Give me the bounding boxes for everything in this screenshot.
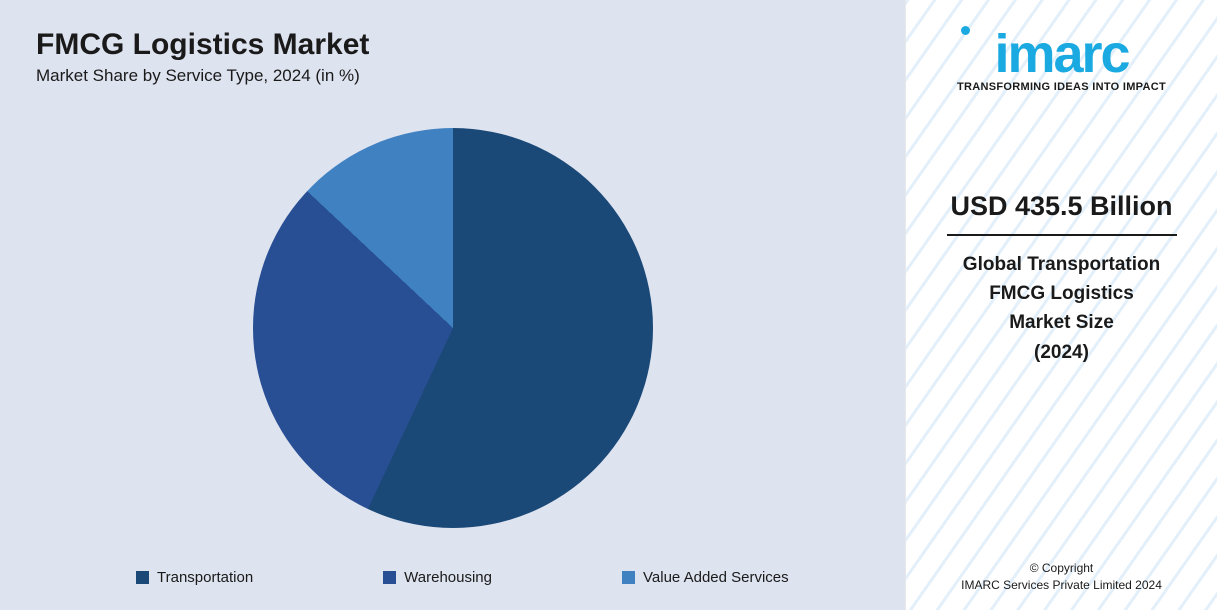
stat-desc-line: FMCG Logistics bbox=[924, 279, 1199, 308]
pie-chart bbox=[253, 128, 653, 528]
legend-item-transportation: Transportation bbox=[136, 569, 253, 586]
legend-label: Transportation bbox=[157, 569, 253, 586]
stat-value: USD 435.5 Billion bbox=[924, 191, 1199, 222]
chart-title: FMCG Logistics Market bbox=[36, 28, 869, 62]
copyright-line: IMARC Services Private Limited 2024 bbox=[906, 577, 1217, 594]
stat-desc-line: Global Transportation bbox=[924, 250, 1199, 279]
chart-legend: Transportation Warehousing Value Added S… bbox=[36, 569, 869, 592]
stat-desc-line: (2024) bbox=[924, 338, 1199, 367]
chart-subtitle: Market Share by Service Type, 2024 (in %… bbox=[36, 66, 869, 86]
stat-desc-line: Market Size bbox=[924, 308, 1199, 337]
copyright-line: © Copyright bbox=[906, 560, 1217, 577]
chart-panel: FMCG Logistics Market Market Share by Se… bbox=[0, 0, 905, 610]
stat-block: USD 435.5 Billion Global Transportation … bbox=[924, 191, 1199, 368]
logo-dot-icon bbox=[961, 26, 970, 35]
legend-item-value-added: Value Added Services bbox=[622, 569, 789, 586]
legend-label: Value Added Services bbox=[643, 569, 789, 586]
logo-text: imarc bbox=[957, 30, 1166, 79]
legend-swatch bbox=[383, 571, 396, 584]
legend-item-warehousing: Warehousing bbox=[383, 569, 492, 586]
logo-wordmark: imarc bbox=[994, 24, 1128, 84]
pie-chart-area bbox=[36, 86, 869, 569]
stat-description: Global Transportation FMCG Logistics Mar… bbox=[924, 250, 1199, 368]
sidebar-panel: imarc TRANSFORMING IDEAS INTO IMPACT USD… bbox=[905, 0, 1217, 610]
brand-logo: imarc TRANSFORMING IDEAS INTO IMPACT bbox=[957, 30, 1166, 93]
legend-swatch bbox=[136, 571, 149, 584]
copyright-notice: © Copyright IMARC Services Private Limit… bbox=[906, 560, 1217, 594]
legend-swatch bbox=[622, 571, 635, 584]
stat-divider bbox=[947, 234, 1177, 236]
legend-label: Warehousing bbox=[404, 569, 492, 586]
